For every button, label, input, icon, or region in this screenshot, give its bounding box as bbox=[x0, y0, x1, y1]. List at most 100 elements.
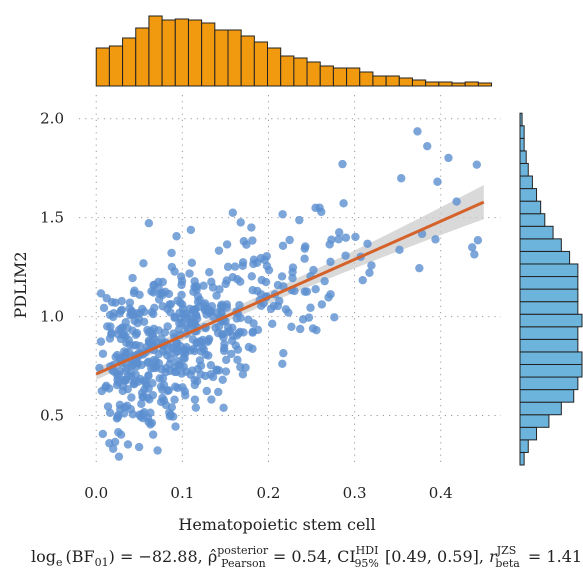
top-histogram-bar bbox=[214, 29, 229, 87]
top-histogram-bar bbox=[201, 22, 216, 87]
scatter-point bbox=[219, 403, 228, 413]
scatter-point bbox=[165, 359, 175, 369]
scatter-point bbox=[141, 377, 151, 387]
top-histogram-bar bbox=[477, 82, 493, 87]
right-histogram-bar bbox=[519, 175, 533, 190]
scatter-point bbox=[232, 314, 241, 323]
scatter-point bbox=[143, 393, 152, 402]
scatter-point bbox=[284, 308, 293, 317]
scatter-point bbox=[339, 199, 348, 208]
scatter-point bbox=[154, 277, 163, 287]
scatter-point bbox=[177, 318, 186, 328]
scatter-point bbox=[181, 391, 190, 400]
scatter-point bbox=[287, 322, 296, 332]
top-histogram-bar bbox=[95, 47, 110, 87]
scatter-point bbox=[341, 233, 351, 242]
scatter-point bbox=[180, 345, 190, 355]
scatter-point bbox=[190, 395, 200, 404]
scatter-point bbox=[221, 279, 230, 289]
scatter-point bbox=[273, 280, 283, 290]
scatter-point bbox=[230, 262, 240, 271]
scatter-point bbox=[253, 286, 262, 296]
scatter-point bbox=[214, 246, 224, 255]
scatter-point bbox=[150, 334, 159, 344]
top-histogram-bar bbox=[267, 47, 282, 87]
top-histogram-bar bbox=[122, 37, 137, 87]
y-tick-label: 1.5 bbox=[40, 209, 64, 227]
scatter-point bbox=[190, 375, 199, 385]
scatter-point bbox=[219, 346, 229, 356]
r-label: r bbox=[489, 547, 498, 566]
scatter-point bbox=[118, 323, 127, 332]
top-histogram-bar bbox=[425, 81, 440, 87]
scatter-point bbox=[278, 210, 287, 219]
scatter-point bbox=[103, 402, 113, 411]
scatter-point bbox=[166, 299, 176, 309]
scatter-point bbox=[114, 427, 123, 437]
scatter-point bbox=[330, 313, 339, 322]
scatter-point bbox=[309, 265, 318, 275]
scatter-point bbox=[304, 313, 314, 322]
right-histogram-bar bbox=[519, 125, 525, 139]
scatter-point bbox=[192, 282, 202, 291]
right-histogram-bar bbox=[519, 313, 583, 328]
scatter-point bbox=[214, 387, 223, 397]
regression-layer bbox=[95, 200, 485, 376]
scatter-point bbox=[206, 370, 215, 379]
scatter-point bbox=[164, 289, 174, 299]
scatter-point bbox=[233, 355, 242, 365]
scatter-point bbox=[279, 348, 288, 358]
scatter-point bbox=[114, 452, 124, 461]
scatter-point bbox=[137, 399, 146, 409]
scatter-point bbox=[105, 334, 115, 343]
top-histogram-bar bbox=[451, 82, 466, 87]
scatter-point bbox=[99, 303, 109, 313]
scatter-point bbox=[247, 272, 256, 281]
r-subscript: beta bbox=[495, 557, 520, 570]
scatter-point bbox=[367, 261, 376, 270]
scatter-point bbox=[96, 289, 106, 298]
scatter-point bbox=[113, 412, 123, 422]
scatter-point bbox=[236, 362, 245, 372]
scatter-point bbox=[139, 317, 149, 326]
scatter-point bbox=[204, 305, 214, 314]
scatter-point bbox=[170, 395, 179, 404]
scatter-point bbox=[218, 375, 227, 384]
scatter-point bbox=[115, 309, 124, 318]
scatter-point bbox=[444, 153, 453, 163]
right-histogram-bar bbox=[519, 326, 579, 340]
scatter-point bbox=[191, 403, 201, 412]
scatter-point bbox=[326, 290, 335, 299]
right-histogram-bar bbox=[519, 439, 529, 453]
right-histogram-bar bbox=[519, 225, 554, 240]
right-histogram-bar bbox=[519, 426, 538, 441]
scatter-point bbox=[415, 263, 424, 273]
scatter-point bbox=[134, 377, 143, 386]
right-histogram-bar bbox=[519, 213, 546, 227]
scatter-point bbox=[205, 268, 214, 277]
scatter-point bbox=[222, 355, 231, 365]
scatter-point bbox=[125, 304, 134, 313]
scatter-point bbox=[180, 354, 189, 363]
scatter-point bbox=[105, 439, 114, 448]
ci-value-text: [0.49, 0.59], bbox=[380, 547, 489, 566]
scatter-point bbox=[327, 235, 336, 244]
scatter-point bbox=[192, 314, 202, 323]
scatter-point bbox=[278, 359, 287, 369]
scatter-point bbox=[207, 395, 216, 404]
rho-value-text: = 0.54, bbox=[268, 547, 337, 566]
scatter-point bbox=[151, 356, 161, 366]
scatter-point bbox=[215, 285, 224, 294]
scatter-point bbox=[189, 344, 198, 354]
scatter-point bbox=[176, 298, 185, 307]
scatter-point bbox=[195, 295, 205, 305]
scatter-point bbox=[187, 258, 197, 268]
scatter-point bbox=[423, 141, 432, 151]
top-histogram-bar bbox=[174, 18, 189, 87]
scatter-point bbox=[121, 376, 130, 385]
scatter-point bbox=[172, 232, 181, 241]
scatter-point bbox=[107, 298, 117, 307]
scatter-point bbox=[452, 197, 461, 206]
